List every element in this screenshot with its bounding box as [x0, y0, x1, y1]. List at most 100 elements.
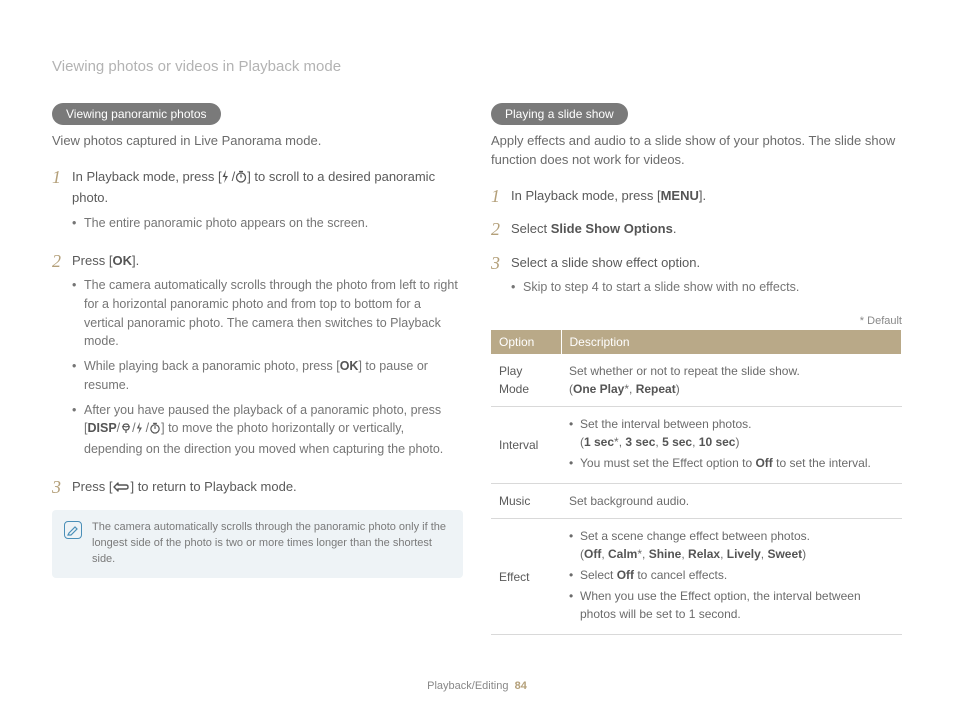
t: Set the interval between photos.	[580, 417, 751, 431]
t: 3 sec	[625, 435, 655, 449]
step-number: 3	[52, 477, 72, 499]
t: Lively	[727, 547, 761, 561]
t: 5 sec	[662, 435, 692, 449]
note-icon	[64, 521, 82, 539]
sub-item: After you have paused the playback of a …	[72, 401, 463, 459]
t: One Play	[573, 382, 624, 396]
section-pill-panoramic: Viewing panoramic photos	[52, 103, 221, 125]
sub-list: The camera automatically scrolls through…	[72, 276, 463, 459]
step-text: Select a slide show effect option.	[511, 255, 700, 270]
sub-item: Skip to step 4 to start a slide show wit…	[511, 278, 902, 297]
step-number: 1	[491, 186, 511, 208]
step-text: ] to return to Playback mode.	[130, 479, 296, 494]
opt-name: Play Mode	[491, 354, 561, 407]
t: Off	[617, 568, 634, 582]
t: 1 sec	[584, 435, 614, 449]
footer-section: Playback/Editing	[427, 680, 508, 692]
step-number: 2	[491, 219, 511, 241]
intro-text: Apply effects and audio to a slide show …	[491, 132, 902, 170]
opt-name: Music	[491, 484, 561, 519]
t: Off	[584, 547, 601, 561]
step-1: 1 In Playback mode, press [/] to scroll …	[52, 167, 463, 239]
step-number: 3	[491, 253, 511, 303]
step-text: Press [	[72, 479, 112, 494]
disp-icon: DISP	[87, 421, 116, 435]
timer-icon	[235, 169, 247, 189]
t: You must set the Effect option to	[580, 456, 755, 470]
t: Sweet	[767, 547, 802, 561]
t: to cancel effects.	[634, 568, 727, 582]
table-row: Interval Set the interval between photos…	[491, 407, 902, 484]
ok-icon: OK	[340, 359, 359, 373]
t: Set whether or not to repeat the slide s…	[569, 364, 800, 378]
th-option: Option	[491, 330, 561, 354]
sub-item: The entire panoramic photo appears on th…	[72, 214, 463, 233]
section-pill-slideshow: Playing a slide show	[491, 103, 628, 125]
page-footer: Playback/Editing 84	[0, 680, 954, 692]
opt-desc: Set the interval between photos.(1 sec*,…	[561, 407, 902, 484]
sub-item: The camera automatically scrolls through…	[72, 276, 463, 351]
step-body: Select Slide Show Options.	[511, 219, 902, 241]
options-table: Option Description Play Mode Set whether…	[491, 330, 902, 635]
opt-desc: Set background audio.	[561, 484, 902, 519]
step-body: Press [OK]. The camera automatically scr…	[72, 251, 463, 465]
back-icon	[112, 479, 130, 499]
li: Set a scene change effect between photos…	[569, 527, 894, 563]
step-3: 3 Press [ ] to return to Playback mode.	[52, 477, 463, 499]
flash-icon	[222, 169, 232, 189]
t: While playing back a panoramic photo, pr…	[84, 359, 340, 373]
step-body: Press [ ] to return to Playback mode.	[72, 477, 463, 499]
t: Select	[580, 568, 617, 582]
bold-text: Slide Show Options	[551, 221, 673, 236]
step-1: 1 In Playback mode, press [MENU].	[491, 186, 902, 208]
opt-desc: Set whether or not to repeat the slide s…	[561, 354, 902, 407]
step-text: ].	[132, 253, 139, 268]
step-2: 2 Select Slide Show Options.	[491, 219, 902, 241]
step-text: In Playback mode, press [	[72, 169, 222, 184]
opt-name: Effect	[491, 519, 561, 635]
step-text: Press [	[72, 253, 112, 268]
note-box: The camera automatically scrolls through…	[52, 510, 463, 578]
t: Off	[755, 456, 772, 470]
step-text: In Playback mode, press [	[511, 188, 661, 203]
timer-icon	[149, 421, 161, 440]
step-number: 1	[52, 167, 72, 239]
li: Select Off to cancel effects.	[569, 566, 894, 584]
steps-list: 1 In Playback mode, press [/] to scroll …	[52, 167, 463, 499]
step-body: In Playback mode, press [MENU].	[511, 186, 902, 208]
li: Set the interval between photos.(1 sec*,…	[569, 415, 894, 451]
step-text: Select	[511, 221, 551, 236]
macro-icon	[120, 421, 132, 440]
table-row: Music Set background audio.	[491, 484, 902, 519]
t: Shine	[649, 547, 682, 561]
steps-list: 1 In Playback mode, press [MENU]. 2 Sele…	[491, 186, 902, 303]
opt-desc: Set a scene change effect between photos…	[561, 519, 902, 635]
sub-item: While playing back a panoramic photo, pr…	[72, 357, 463, 395]
t: Relax	[688, 547, 720, 561]
step-body: Select a slide show effect option. Skip …	[511, 253, 902, 303]
step-3: 3 Select a slide show effect option. Ski…	[491, 253, 902, 303]
li: You must set the Effect option to Off to…	[569, 454, 894, 472]
t: Set a scene change effect between photos…	[580, 529, 810, 543]
table-header-row: Option Description	[491, 330, 902, 354]
table-row: Play Mode Set whether or not to repeat t…	[491, 354, 902, 407]
right-column: Playing a slide show Apply effects and a…	[491, 103, 902, 635]
menu-icon: MENU	[661, 188, 699, 203]
step-number: 2	[52, 251, 72, 465]
opt-name: Interval	[491, 407, 561, 484]
ok-icon: OK	[112, 253, 132, 268]
default-label: * Default	[491, 315, 902, 327]
left-column: Viewing panoramic photos View photos cap…	[52, 103, 463, 635]
table-row: Effect Set a scene change effect between…	[491, 519, 902, 635]
t: 10 sec	[699, 435, 736, 449]
page-number: 84	[515, 680, 527, 692]
t: to set the interval.	[773, 456, 871, 470]
step-text: ].	[699, 188, 706, 203]
step-text: .	[673, 221, 677, 236]
intro-text: View photos captured in Live Panorama mo…	[52, 132, 463, 151]
step-body: In Playback mode, press [/] to scroll to…	[72, 167, 463, 239]
t: Repeat	[636, 382, 676, 396]
sub-list: Skip to step 4 to start a slide show wit…	[511, 278, 902, 297]
flash-icon	[136, 421, 146, 440]
step-2: 2 Press [OK]. The camera automatically s…	[52, 251, 463, 465]
